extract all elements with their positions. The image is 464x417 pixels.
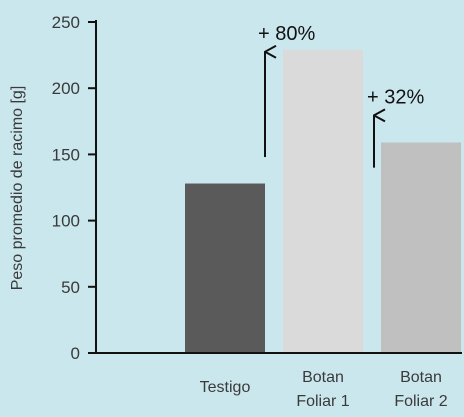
- annotations: + 80% + 32%: [258, 23, 424, 168]
- bars: [185, 49, 461, 353]
- x-category-label-line: Botan: [400, 369, 442, 386]
- x-category-label-line: Botan: [302, 369, 344, 386]
- x-category-label-line: Foliar 1: [296, 393, 349, 410]
- x-category-label: Botan Foliar 1: [296, 369, 349, 410]
- y-tick-label: 100: [52, 212, 80, 231]
- bar: [283, 49, 363, 353]
- y-tick-label: 250: [52, 13, 80, 32]
- bar: [381, 142, 461, 353]
- x-category-label: Botan Foliar 2: [394, 369, 447, 410]
- y-tick-label: 50: [61, 278, 80, 297]
- x-category-label-line: Foliar 2: [394, 393, 447, 410]
- y-axis-label: Peso promedio de racimo [g]: [9, 86, 26, 291]
- category-labels: Testigo Botan Foliar 1 Botan Foliar 2: [200, 369, 448, 410]
- increase-label: + 80%: [258, 23, 315, 45]
- y-ticks: 0 50 100 150 200 250: [52, 13, 96, 363]
- y-tick-label: 0: [71, 344, 80, 363]
- y-tick-label: 200: [52, 79, 80, 98]
- increase-label: + 32%: [367, 86, 424, 108]
- x-category-label: Testigo: [200, 379, 251, 396]
- bar: [185, 183, 265, 353]
- x-category-label-line: Testigo: [200, 379, 251, 396]
- y-tick-label: 150: [52, 145, 80, 164]
